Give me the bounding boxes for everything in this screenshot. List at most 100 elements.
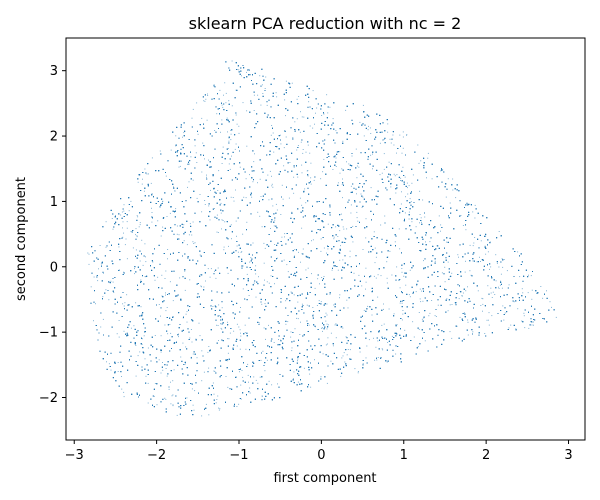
scatter-point <box>355 148 357 150</box>
scatter-point <box>402 313 404 315</box>
scatter-point <box>323 276 325 277</box>
scatter-point <box>251 196 253 198</box>
scatter-point <box>196 197 198 199</box>
scatter-point <box>405 284 407 286</box>
scatter-point <box>246 145 248 147</box>
scatter-point <box>310 162 312 164</box>
scatter-point <box>311 240 312 242</box>
scatter-point <box>236 406 238 407</box>
scatter-point <box>225 102 227 104</box>
scatter-point <box>517 251 519 253</box>
scatter-point <box>458 256 459 258</box>
scatter-point <box>333 236 335 238</box>
scatter-point <box>151 212 153 213</box>
scatter-point <box>291 211 293 213</box>
scatter-point <box>167 258 168 260</box>
scatter-point <box>199 194 201 195</box>
scatter-point <box>339 172 341 174</box>
scatter-point <box>383 323 385 325</box>
scatter-point <box>487 319 489 321</box>
scatter-point <box>141 338 143 340</box>
scatter-point <box>165 294 166 296</box>
scatter-point <box>172 380 174 382</box>
scatter-point <box>522 292 524 294</box>
scatter-point <box>216 399 218 400</box>
scatter-point <box>170 149 172 151</box>
scatter-point <box>467 321 469 323</box>
scatter-point <box>325 320 327 322</box>
scatter-point <box>221 119 223 121</box>
scatter-point <box>135 345 137 346</box>
scatter-point <box>160 335 162 337</box>
scatter-point <box>333 262 335 264</box>
scatter-point <box>130 327 132 329</box>
scatter-point <box>305 269 307 271</box>
scatter-point <box>213 393 215 395</box>
scatter-point <box>90 286 92 288</box>
scatter-point <box>147 402 149 404</box>
scatter-point <box>192 221 194 223</box>
scatter-point <box>301 204 303 206</box>
scatter-point <box>207 93 208 95</box>
scatter-point <box>185 363 186 365</box>
scatter-point <box>216 324 218 326</box>
scatter-point <box>144 168 146 170</box>
scatter-point <box>307 267 309 269</box>
scatter-point <box>159 150 161 152</box>
scatter-point <box>480 305 482 306</box>
scatter-point <box>308 101 310 103</box>
scatter-point <box>417 144 419 146</box>
scatter-point <box>490 266 492 268</box>
scatter-point <box>247 363 249 365</box>
scatter-point <box>207 351 209 353</box>
scatter-points <box>87 60 557 417</box>
scatter-point <box>165 368 167 369</box>
scatter-point <box>449 202 451 204</box>
scatter-point <box>190 156 192 158</box>
scatter-point <box>469 244 471 246</box>
scatter-point <box>249 387 251 389</box>
scatter-point <box>169 324 171 325</box>
scatter-point <box>456 325 458 327</box>
scatter-point <box>186 244 188 246</box>
scatter-point <box>327 134 329 136</box>
scatter-point <box>515 328 517 330</box>
scatter-point <box>444 281 446 283</box>
scatter-point <box>290 331 292 333</box>
scatter-point <box>228 245 229 247</box>
scatter-point <box>346 161 347 163</box>
scatter-point <box>185 313 187 315</box>
scatter-point <box>322 330 323 332</box>
scatter-point <box>327 223 329 225</box>
scatter-point <box>323 247 325 249</box>
scatter-point <box>140 279 142 281</box>
scatter-point <box>242 376 244 378</box>
scatter-point <box>314 359 315 361</box>
scatter-point <box>162 201 163 203</box>
scatter-point <box>276 257 278 259</box>
scatter-point <box>123 271 125 273</box>
scatter-point <box>459 316 461 318</box>
scatter-point <box>264 370 266 372</box>
scatter-point <box>472 211 474 213</box>
scatter-point <box>257 182 258 184</box>
scatter-point <box>290 336 292 338</box>
scatter-point <box>188 163 190 165</box>
scatter-point <box>542 297 544 299</box>
scatter-point <box>170 381 171 383</box>
scatter-point <box>202 142 204 144</box>
scatter-point <box>212 382 214 384</box>
scatter-point <box>289 162 291 163</box>
scatter-point <box>151 157 153 159</box>
scatter-point <box>437 304 439 306</box>
scatter-point <box>357 371 359 372</box>
scatter-point <box>320 178 322 180</box>
scatter-point <box>326 314 328 316</box>
scatter-point <box>141 343 143 345</box>
scatter-point <box>187 186 188 188</box>
scatter-point <box>292 378 294 380</box>
scatter-point <box>387 123 389 125</box>
scatter-point <box>391 274 393 276</box>
scatter-point <box>165 398 167 400</box>
scatter-point <box>293 176 295 178</box>
